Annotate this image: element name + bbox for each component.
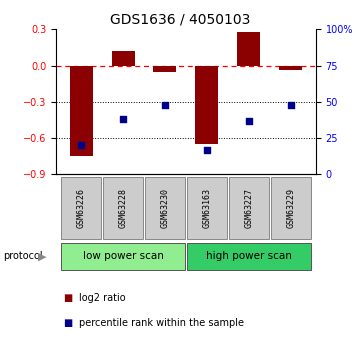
Point — [120, 116, 126, 122]
Bar — [70, 66, 93, 156]
Point — [162, 102, 168, 107]
Text: percentile rank within the sample: percentile rank within the sample — [79, 318, 244, 327]
FancyBboxPatch shape — [145, 177, 185, 239]
Text: GDS1636 / 4050103: GDS1636 / 4050103 — [110, 12, 251, 26]
FancyBboxPatch shape — [61, 243, 185, 270]
FancyBboxPatch shape — [229, 177, 269, 239]
Text: GSM63163: GSM63163 — [203, 188, 212, 228]
FancyBboxPatch shape — [61, 177, 101, 239]
Point — [246, 118, 252, 124]
FancyBboxPatch shape — [103, 177, 143, 239]
FancyBboxPatch shape — [187, 177, 227, 239]
Text: protocol: protocol — [4, 251, 43, 261]
Point — [78, 142, 84, 148]
Text: GSM63227: GSM63227 — [244, 188, 253, 228]
Point — [288, 102, 293, 107]
Text: GSM63229: GSM63229 — [286, 188, 295, 228]
Bar — [195, 66, 218, 144]
Bar — [237, 32, 260, 66]
Bar — [112, 51, 135, 66]
Bar — [279, 66, 302, 70]
Text: ▶: ▶ — [38, 251, 47, 261]
Text: ■: ■ — [63, 318, 73, 327]
FancyBboxPatch shape — [187, 243, 311, 270]
Text: GSM63230: GSM63230 — [160, 188, 169, 228]
Text: ■: ■ — [63, 294, 73, 303]
Point — [204, 147, 210, 152]
Text: GSM63226: GSM63226 — [77, 188, 86, 228]
Text: low power scan: low power scan — [83, 251, 164, 261]
FancyBboxPatch shape — [271, 177, 311, 239]
Text: high power scan: high power scan — [206, 251, 292, 261]
Text: log2 ratio: log2 ratio — [79, 294, 126, 303]
Text: GSM63228: GSM63228 — [118, 188, 127, 228]
Bar — [153, 66, 177, 71]
